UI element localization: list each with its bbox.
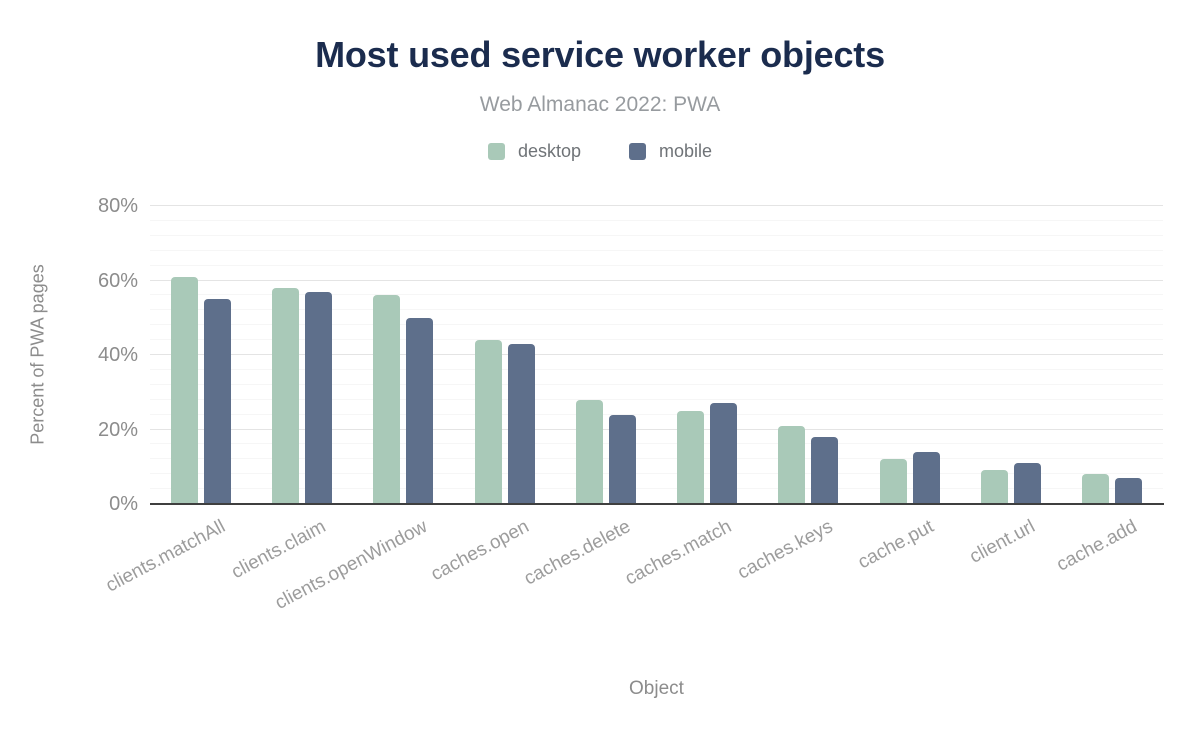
minor-gridline: [150, 443, 1163, 445]
x-axis-title: Object: [629, 678, 684, 699]
bar-mobile-caches.keys: [811, 436, 839, 504]
category-label: caches.keys: [734, 516, 837, 584]
major-gridline: [150, 428, 1163, 430]
bar-mobile-clients.openWindow: [406, 317, 434, 504]
minor-gridline: [150, 309, 1163, 311]
minor-gridline: [150, 249, 1163, 251]
y-tick-label: 0%: [109, 493, 138, 515]
category-label: caches.match: [621, 516, 735, 590]
bar-group-caches.open: caches.open: [427, 206, 535, 585]
bar-mobile-clients.matchAll: [203, 299, 231, 504]
bar-mobile-caches.delete: [608, 414, 636, 504]
legend-label: mobile: [659, 141, 713, 161]
legend-item-mobile: mobile: [629, 141, 712, 162]
category-label: cache.add: [1052, 516, 1141, 576]
bar-desktop-caches.match: [677, 410, 705, 504]
minor-gridline: [150, 383, 1163, 385]
bar-desktop-clients.matchAll: [170, 276, 198, 504]
category-label: cache.put: [854, 516, 938, 574]
major-gridline: [150, 205, 1163, 206]
bar-groups: clients.matchAll clients.claim clients.ope…: [102, 206, 1163, 614]
bar-group-client.url: client.url: [967, 206, 1042, 568]
bar-desktop-cache.put: [879, 459, 907, 504]
bar-group-caches.match: caches.match: [622, 206, 738, 590]
category-label: clients.matchAll: [102, 516, 229, 597]
minor-gridline: [150, 219, 1163, 221]
legend-item-desktop: desktop: [487, 141, 581, 162]
legend-swatch-desktop: [487, 143, 505, 160]
chart-subtitle: Web Almanac 2022: PWA: [479, 93, 721, 116]
minor-gridline: [150, 324, 1163, 326]
y-tick-label: 40%: [97, 344, 138, 366]
y-axis-ticks: 0% 20% 40% 60% 80%: [0, 196, 138, 514]
minor-gridline: [150, 473, 1163, 475]
bar-group-clients.openWindow: clients.openWindow: [272, 206, 434, 614]
y-tick-label: 60%: [97, 269, 138, 292]
bar-mobile-client.url: [1014, 463, 1042, 504]
minor-gridline: [150, 413, 1163, 415]
minor-gridline: [150, 294, 1163, 296]
chart-title: Most used service worker objects: [315, 34, 885, 75]
bar-desktop-cache.add: [1082, 474, 1110, 504]
legend-swatch-mobile: [629, 143, 646, 160]
bar-group-caches.delete: caches.delete: [520, 206, 636, 590]
bar-group-cache.add: cache.add: [1053, 206, 1143, 576]
major-gridline: [150, 354, 1163, 355]
bar-group-cache.put: cache.put: [855, 206, 940, 573]
major-gridline: [150, 279, 1163, 281]
legend-label: desktop: [517, 141, 581, 161]
minor-gridline: [150, 398, 1163, 400]
minor-gridline: [150, 458, 1163, 460]
bar-desktop-clients.claim: [271, 287, 299, 504]
minor-gridline: [150, 234, 1163, 236]
minor-gridline: [150, 339, 1163, 341]
bar-mobile-cache.put: [912, 451, 940, 504]
bar-desktop-caches.open: [474, 340, 502, 504]
bar-desktop-caches.keys: [778, 425, 806, 504]
minor-gridline: [150, 368, 1163, 370]
category-label: caches.delete: [520, 516, 634, 590]
bar-desktop-clients.openWindow: [373, 295, 401, 504]
x-axis-baseline: [150, 503, 1164, 505]
bar-mobile-caches.match: [710, 403, 738, 504]
bar-mobile-clients.claim: [304, 291, 332, 504]
bar-mobile-caches.open: [507, 343, 535, 504]
bar-group-clients.claim: clients.claim: [229, 206, 332, 583]
bar-desktop-client.url: [981, 470, 1009, 504]
bar-desktop-caches.delete: [575, 399, 603, 504]
bar-group-caches.keys: caches.keys: [734, 206, 839, 584]
minor-gridline: [150, 264, 1163, 266]
bar-mobile-cache.add: [1115, 477, 1143, 504]
y-tick-label: 80%: [97, 195, 138, 217]
legend: desktop mobile: [0, 141, 1200, 162]
bar-group-clients.matchAll: clients.matchAll: [102, 206, 231, 597]
minor-gridline: [150, 488, 1163, 490]
plot-area: clients.matchAll clients.claim clients.ope…: [102, 205, 1163, 614]
category-label: client.url: [966, 516, 1039, 568]
y-tick-label: 20%: [97, 418, 138, 441]
category-label: caches.open: [427, 516, 533, 586]
